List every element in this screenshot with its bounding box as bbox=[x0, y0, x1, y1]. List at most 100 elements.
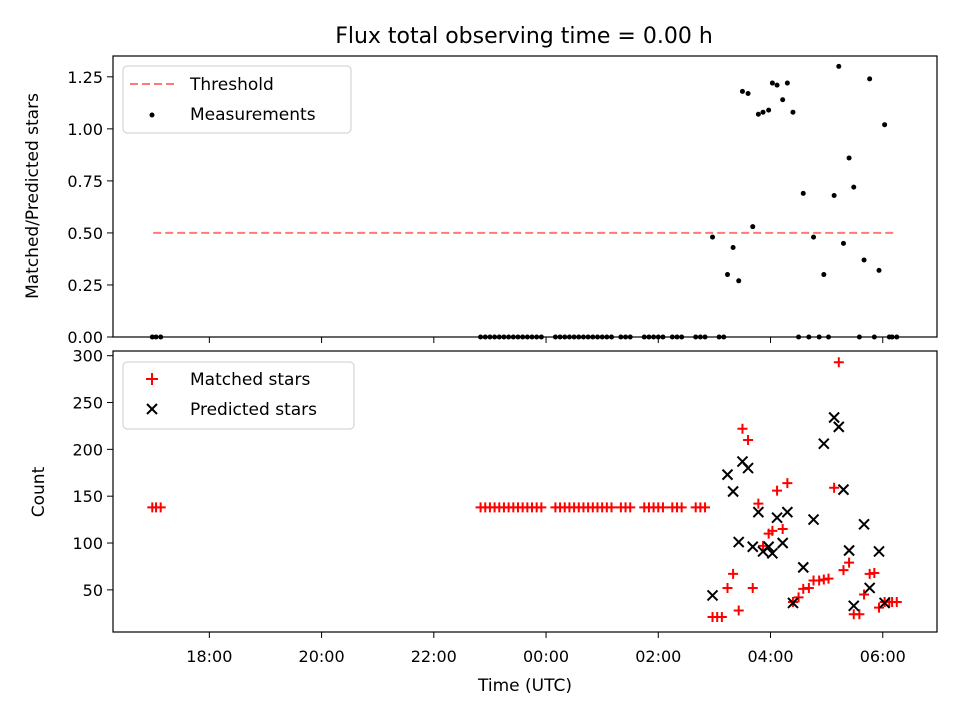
predicted-point bbox=[733, 536, 745, 548]
matched-point bbox=[753, 498, 764, 509]
measurement-point bbox=[724, 272, 730, 278]
predicted-point bbox=[828, 411, 840, 424]
measurement-point bbox=[774, 82, 780, 88]
predicted-point bbox=[843, 544, 855, 557]
predicted-point bbox=[762, 541, 775, 553]
top-y-tick-label: 0.25 bbox=[67, 276, 103, 295]
matched-point bbox=[767, 525, 778, 536]
bottom-x-axis-label: Time (UTC) bbox=[477, 676, 572, 696]
bottom-x-tick-label: 18:00 bbox=[186, 647, 232, 666]
bottom-y-tick-label: 300 bbox=[72, 347, 103, 366]
predicted-point bbox=[878, 597, 891, 609]
matched-point bbox=[743, 434, 754, 445]
bottom-legend: Matched stars Predicted stars bbox=[122, 361, 355, 430]
top-y-tick-label: 0.50 bbox=[67, 224, 103, 243]
bottom-x-tick-label: 06:00 bbox=[860, 647, 906, 666]
measurement-point bbox=[730, 244, 736, 250]
matched-point bbox=[747, 582, 758, 593]
top-x-axis bbox=[208, 337, 884, 343]
matched-point bbox=[625, 502, 636, 513]
measurement-point bbox=[867, 76, 873, 82]
matched-point bbox=[844, 557, 855, 568]
bottom-x-tick-label: 20:00 bbox=[299, 647, 345, 666]
bottom-legend-box bbox=[122, 361, 355, 430]
predicted-point bbox=[797, 561, 809, 574]
matched-point bbox=[676, 502, 687, 513]
predicted-point bbox=[833, 421, 845, 433]
measurement-point bbox=[846, 155, 852, 161]
matched-point bbox=[733, 605, 744, 616]
predicted-point bbox=[721, 468, 734, 481]
bottom-y-tick-label: 100 bbox=[72, 534, 103, 553]
predicted-point bbox=[776, 537, 789, 549]
measurement-point bbox=[811, 234, 817, 240]
matched-point bbox=[891, 597, 902, 608]
threshold-legend-label: Threshold bbox=[189, 75, 274, 95]
top-y-tick-label: 0.00 bbox=[67, 328, 103, 347]
top-legend-box bbox=[122, 65, 352, 134]
measurement-point bbox=[780, 97, 786, 103]
matched-point bbox=[838, 565, 849, 576]
matched-point bbox=[155, 502, 166, 513]
matched-point bbox=[833, 357, 844, 368]
matched-point bbox=[657, 502, 668, 513]
measurement-point bbox=[750, 224, 756, 230]
measurement-point bbox=[784, 80, 790, 86]
predicted-legend-swatch bbox=[146, 403, 158, 415]
measurement-point bbox=[836, 63, 842, 69]
measurement-point bbox=[831, 192, 837, 198]
matched-point bbox=[854, 609, 865, 620]
measurement-point bbox=[821, 272, 827, 278]
predicted-point bbox=[818, 438, 830, 450]
measurements-legend-swatch bbox=[149, 112, 155, 118]
measurement-point bbox=[851, 184, 857, 190]
bottom-y-axis: 50 100 150 200 250 300 bbox=[72, 347, 113, 600]
top-y-axis: 0.00 0.25 0.50 0.75 1.00 1.25 bbox=[67, 68, 113, 347]
bottom-plot-area bbox=[147, 357, 902, 623]
measurement-point bbox=[882, 122, 888, 128]
measurement-point bbox=[766, 107, 772, 113]
predicted-point bbox=[858, 518, 870, 530]
matched-point bbox=[793, 592, 804, 603]
bottom-axes-frame bbox=[112, 350, 938, 633]
matched-legend-label: Matched stars bbox=[190, 370, 310, 390]
matched-point bbox=[869, 567, 880, 578]
predicted-point bbox=[807, 513, 820, 526]
bottom-y-tick-label: 200 bbox=[72, 440, 103, 459]
predicted-point bbox=[787, 597, 799, 609]
matched-legend-swatch bbox=[146, 373, 158, 385]
predicted-point bbox=[742, 462, 754, 474]
predicted-point bbox=[771, 512, 783, 524]
matched-point bbox=[700, 502, 711, 513]
bottom-x-tick-label: 00:00 bbox=[523, 647, 569, 666]
matched-point bbox=[874, 602, 885, 613]
predicted-point bbox=[766, 547, 779, 560]
measurement-point bbox=[710, 234, 716, 240]
matched-point bbox=[606, 502, 617, 513]
bottom-y-axis-label: Count bbox=[29, 466, 49, 517]
measurement-point bbox=[739, 88, 745, 94]
bottom-y-tick-label: 150 bbox=[72, 487, 103, 506]
matched-point bbox=[716, 612, 727, 623]
top-y-axis-label: Matched/Predicted stars bbox=[23, 93, 43, 299]
matched-point bbox=[777, 523, 788, 534]
predicted-point bbox=[727, 485, 739, 498]
measurement-point bbox=[745, 90, 751, 96]
matched-point bbox=[829, 482, 840, 493]
matched-point bbox=[737, 423, 748, 434]
chart-title: Flux total observing time = 0.00 h bbox=[335, 24, 713, 49]
measurement-point bbox=[876, 267, 882, 273]
matched-point bbox=[859, 589, 870, 600]
measurement-point bbox=[840, 240, 846, 246]
top-y-tick-label: 0.75 bbox=[67, 172, 103, 191]
measurement-point bbox=[755, 111, 761, 117]
top-y-tick-label: 1.25 bbox=[67, 68, 103, 87]
top-panel: 0.00 0.25 0.50 0.75 1.00 1.25 Matched/Predict… bbox=[23, 55, 938, 347]
matched-point bbox=[782, 478, 793, 489]
top-axes-frame bbox=[112, 55, 938, 338]
measurement-point bbox=[790, 109, 796, 115]
predicted-point bbox=[747, 541, 759, 553]
measurements-legend-label: Measurements bbox=[190, 105, 316, 125]
bottom-x-axis: 18:00 20:00 22:00 00:00 02:00 04:00 06:00 bbox=[186, 632, 906, 666]
